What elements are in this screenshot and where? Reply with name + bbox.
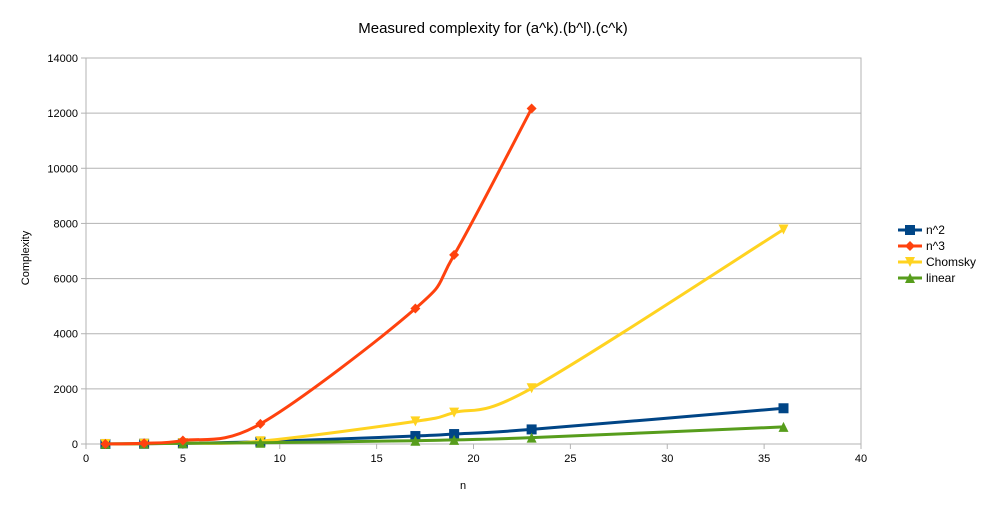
legend-item-n-3: n^3 xyxy=(898,239,945,253)
data-point xyxy=(449,429,460,440)
legend-label: n^2 xyxy=(926,223,945,237)
y-axis: 0 2000 4000 6000 8000 10000 12000 14000 xyxy=(47,53,86,451)
x-tick-label: 30 xyxy=(661,453,673,465)
legend-label: Chomsky xyxy=(926,255,976,269)
data-point xyxy=(255,437,266,448)
legend-swatch-marker xyxy=(905,273,915,283)
x-tick-label: 15 xyxy=(371,453,383,465)
data-point xyxy=(526,383,537,394)
data-point xyxy=(177,435,188,446)
x-tick-label: 0 xyxy=(83,453,89,465)
y-tick-label: 6000 xyxy=(54,274,78,286)
legend: n^2 n^3 Chomsky linear xyxy=(898,223,976,285)
x-axis-label: n xyxy=(460,480,466,492)
y-tick-label: 2000 xyxy=(54,384,78,396)
x-tick-label: 10 xyxy=(274,453,286,465)
legend-swatch-marker xyxy=(905,225,915,235)
data-point xyxy=(100,438,111,449)
y-tick-label: 0 xyxy=(72,439,78,451)
y-tick-label: 14000 xyxy=(47,53,78,65)
data-point xyxy=(449,249,460,260)
legend-swatch-marker xyxy=(905,241,915,251)
grid xyxy=(86,57,861,445)
x-tick-label: 25 xyxy=(564,453,576,465)
data-point xyxy=(778,224,789,235)
legend-item-chomsky: Chomsky xyxy=(898,255,976,269)
data-point xyxy=(449,407,460,418)
data-point xyxy=(410,416,421,427)
x-tick-label: 5 xyxy=(180,453,186,465)
data-point xyxy=(139,438,150,449)
series-group xyxy=(100,103,789,449)
legend-label: linear xyxy=(926,271,955,285)
legend-item-linear: linear xyxy=(898,271,955,285)
y-tick-label: 12000 xyxy=(47,108,78,120)
series-n-3 xyxy=(100,103,537,449)
series-line-chomsky xyxy=(103,227,785,446)
y-tick-label: 8000 xyxy=(54,218,78,230)
data-point xyxy=(778,421,789,432)
legend-label: n^3 xyxy=(926,239,945,253)
data-point xyxy=(526,103,537,114)
legend-item-n-2: n^2 xyxy=(898,223,945,237)
x-tick-label: 20 xyxy=(467,453,479,465)
x-axis: 0 5 10 15 20 25 30 35 40 xyxy=(83,444,867,465)
data-point xyxy=(526,432,537,443)
y-tick-label: 10000 xyxy=(47,163,78,175)
legend-swatch-marker xyxy=(905,257,915,267)
data-point xyxy=(526,424,537,435)
y-axis-label: Complexity xyxy=(20,230,32,285)
chart-title: Measured complexity for (a^k).(b^l).(c^k… xyxy=(358,20,628,37)
data-point xyxy=(255,418,266,429)
data-point xyxy=(449,434,460,445)
data-point xyxy=(410,303,421,314)
data-point xyxy=(410,435,421,446)
series-line-n-3 xyxy=(103,107,534,446)
y-tick-label: 4000 xyxy=(54,329,78,341)
x-tick-label: 35 xyxy=(758,453,770,465)
x-tick-label: 40 xyxy=(855,453,867,465)
plot-area xyxy=(85,57,862,445)
data-point xyxy=(778,403,789,414)
